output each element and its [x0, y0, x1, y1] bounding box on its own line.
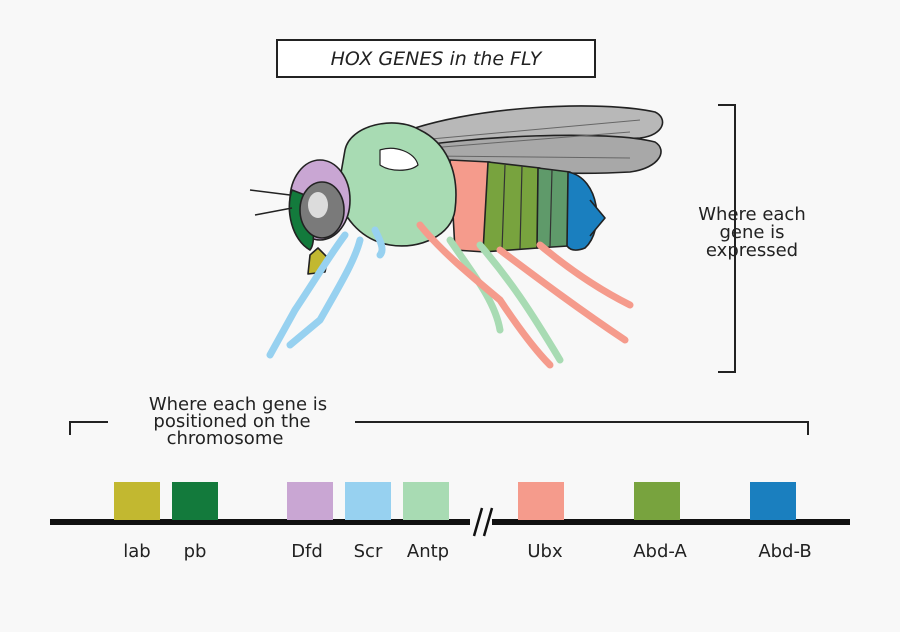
diagram-title: HOX GENES in the FLY: [331, 48, 543, 70]
fly-legs-front: [266, 226, 386, 359]
expressed-label-line-2: gene is: [719, 222, 784, 243]
gene-label-dfd: Dfd: [291, 541, 323, 562]
position-bracket: Where each gene is positioned on the chr…: [69, 394, 809, 449]
chromosome-break-mark: [470, 507, 494, 537]
positioned-label-line-2: positioned on the: [153, 411, 310, 432]
gene-block-pb: [172, 482, 218, 520]
fly-abdomen: [449, 159, 606, 253]
gene-block-abd-a: [634, 482, 680, 520]
positioned-label-line-1: Where each gene is: [149, 394, 327, 415]
chromosome: lab pb Dfd Scr Antp Ubx Abd-A Abd-B: [50, 482, 850, 562]
fly-illustration: [249, 105, 664, 369]
fly-head: [249, 159, 351, 275]
expression-bracket: Where each gene is expressed: [698, 104, 806, 373]
gene-block-antp: [403, 482, 449, 520]
fly-thorax: [337, 122, 457, 247]
gene-block-lab: [114, 482, 160, 520]
expressed-label-line-3: expressed: [706, 240, 798, 261]
gene-label-lab: lab: [123, 541, 150, 562]
gene-label-antp: Antp: [407, 541, 449, 562]
gene-block-ubx: [518, 482, 564, 520]
gene-label-pb: pb: [184, 541, 207, 562]
gene-block-dfd: [287, 482, 333, 520]
expressed-label-line-1: Where each: [698, 204, 806, 225]
gene-block-abd-b: [750, 482, 796, 520]
gene-label-abd-a: Abd-A: [633, 541, 687, 562]
fly-legs-hind: [416, 221, 634, 369]
positioned-label-line-3: chromosome: [167, 428, 284, 449]
gene-label-ubx: Ubx: [527, 541, 563, 562]
gene-block-scr: [345, 482, 391, 520]
fly-wings: [394, 105, 664, 175]
title-box: HOX GENES in the FLY: [276, 39, 596, 78]
gene-label-scr: Scr: [354, 541, 383, 562]
gene-label-abd-b: Abd-B: [758, 541, 811, 562]
